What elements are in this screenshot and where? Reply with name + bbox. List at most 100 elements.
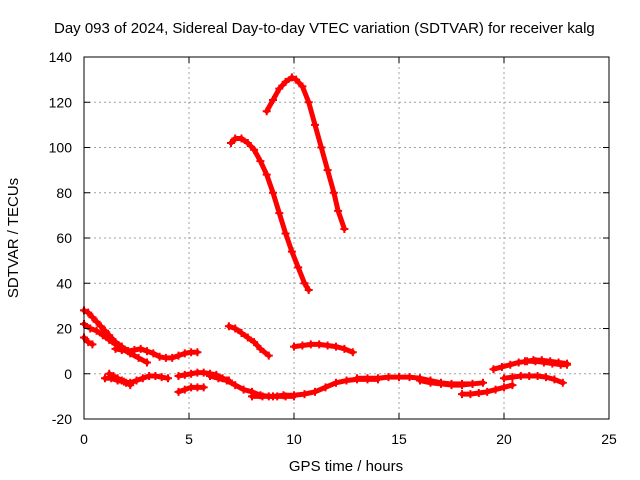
data-point [550,375,559,384]
data-point [239,385,248,394]
series-arc-mid-peak [227,134,313,295]
x-tick-label: 10 [286,431,302,447]
data-point [516,372,525,381]
data-point [306,340,315,349]
data-point [237,329,246,338]
series-arc-20-23 [500,372,567,387]
data-point [248,392,256,401]
data-point [416,376,424,385]
data-point [130,345,139,354]
data-point [264,351,273,360]
data-point [124,347,133,356]
data-point [136,344,145,353]
data-point [155,352,164,361]
data-point [132,376,141,385]
data-point [500,374,508,383]
y-tick-label: 120 [49,94,73,110]
data-point [101,326,109,335]
data-point [525,372,534,381]
y-tick-label: 80 [56,185,72,201]
data-point [304,286,313,295]
data-point [256,344,265,353]
data-point [109,372,118,381]
x-tick-label: 0 [80,431,88,447]
data-point [126,381,135,390]
data-point [405,373,414,382]
data-point [437,379,445,388]
data-point [250,338,259,347]
data-point [294,263,303,272]
data-point [174,372,183,381]
data-point [151,372,160,381]
data-point [334,206,343,215]
series-arc-1.5-5.5 [111,344,202,362]
data-point [290,342,298,351]
ticks: 0 5 10 15 20 25 -20 0 20 40 60 80 100 120 140 [49,49,617,447]
series-arc-start-c [80,333,97,349]
data-point [458,381,466,390]
data-point [258,392,267,401]
data-point [199,383,208,392]
data-point [489,365,498,374]
data-point [187,369,196,378]
data-point [521,357,529,366]
data-point [250,145,259,154]
data-point [554,358,563,367]
y-tick-label: 40 [56,275,72,291]
x-tick-label: 15 [391,431,407,447]
data-point [290,391,298,400]
data-point [506,360,515,369]
data-point [281,229,290,238]
x-axis-label: GPS time / hours [289,458,403,475]
data-point [180,370,189,379]
data-point [214,374,223,383]
data-point [262,170,271,179]
data-point [384,373,393,382]
y-tick-label: 20 [56,321,72,337]
data-point [537,356,546,365]
data-point [447,381,456,390]
x-tick-label: 25 [601,431,617,447]
data-point [117,345,126,354]
data-point [533,372,542,381]
data-point [227,138,235,147]
data-point [149,349,158,358]
y-tick-label: 0 [64,366,72,382]
data-point [348,348,357,357]
data-point [374,374,382,383]
data-point [279,391,288,400]
data-point [222,376,231,385]
data-point [474,388,483,397]
data-point [500,383,508,392]
data-point [468,379,477,388]
series-arc-16-19 [416,376,487,390]
data-point [558,378,567,387]
data-point [311,387,319,396]
data-point [395,373,403,382]
data-point [508,381,517,390]
data-point [332,378,340,387]
data-point [508,373,517,382]
data-point [497,362,506,371]
data-point [143,347,151,356]
x-tick-label: 20 [496,431,512,447]
data-point [269,95,277,104]
series-arc-21-23 [521,356,571,368]
data-point [237,134,246,143]
series-arc-10-12 [290,340,357,357]
data-point [353,374,361,383]
data-point [514,358,523,367]
data-point [105,335,114,344]
data-point [96,322,105,331]
data-point [542,373,550,382]
data-point [466,390,475,399]
series-arc-start-b [80,319,151,367]
data-point [340,344,349,353]
y-tick-label: -20 [52,411,72,427]
data-point [174,387,183,396]
data-point [262,107,271,116]
data-point [300,279,309,288]
data-point [231,324,240,333]
data-point [275,209,284,218]
